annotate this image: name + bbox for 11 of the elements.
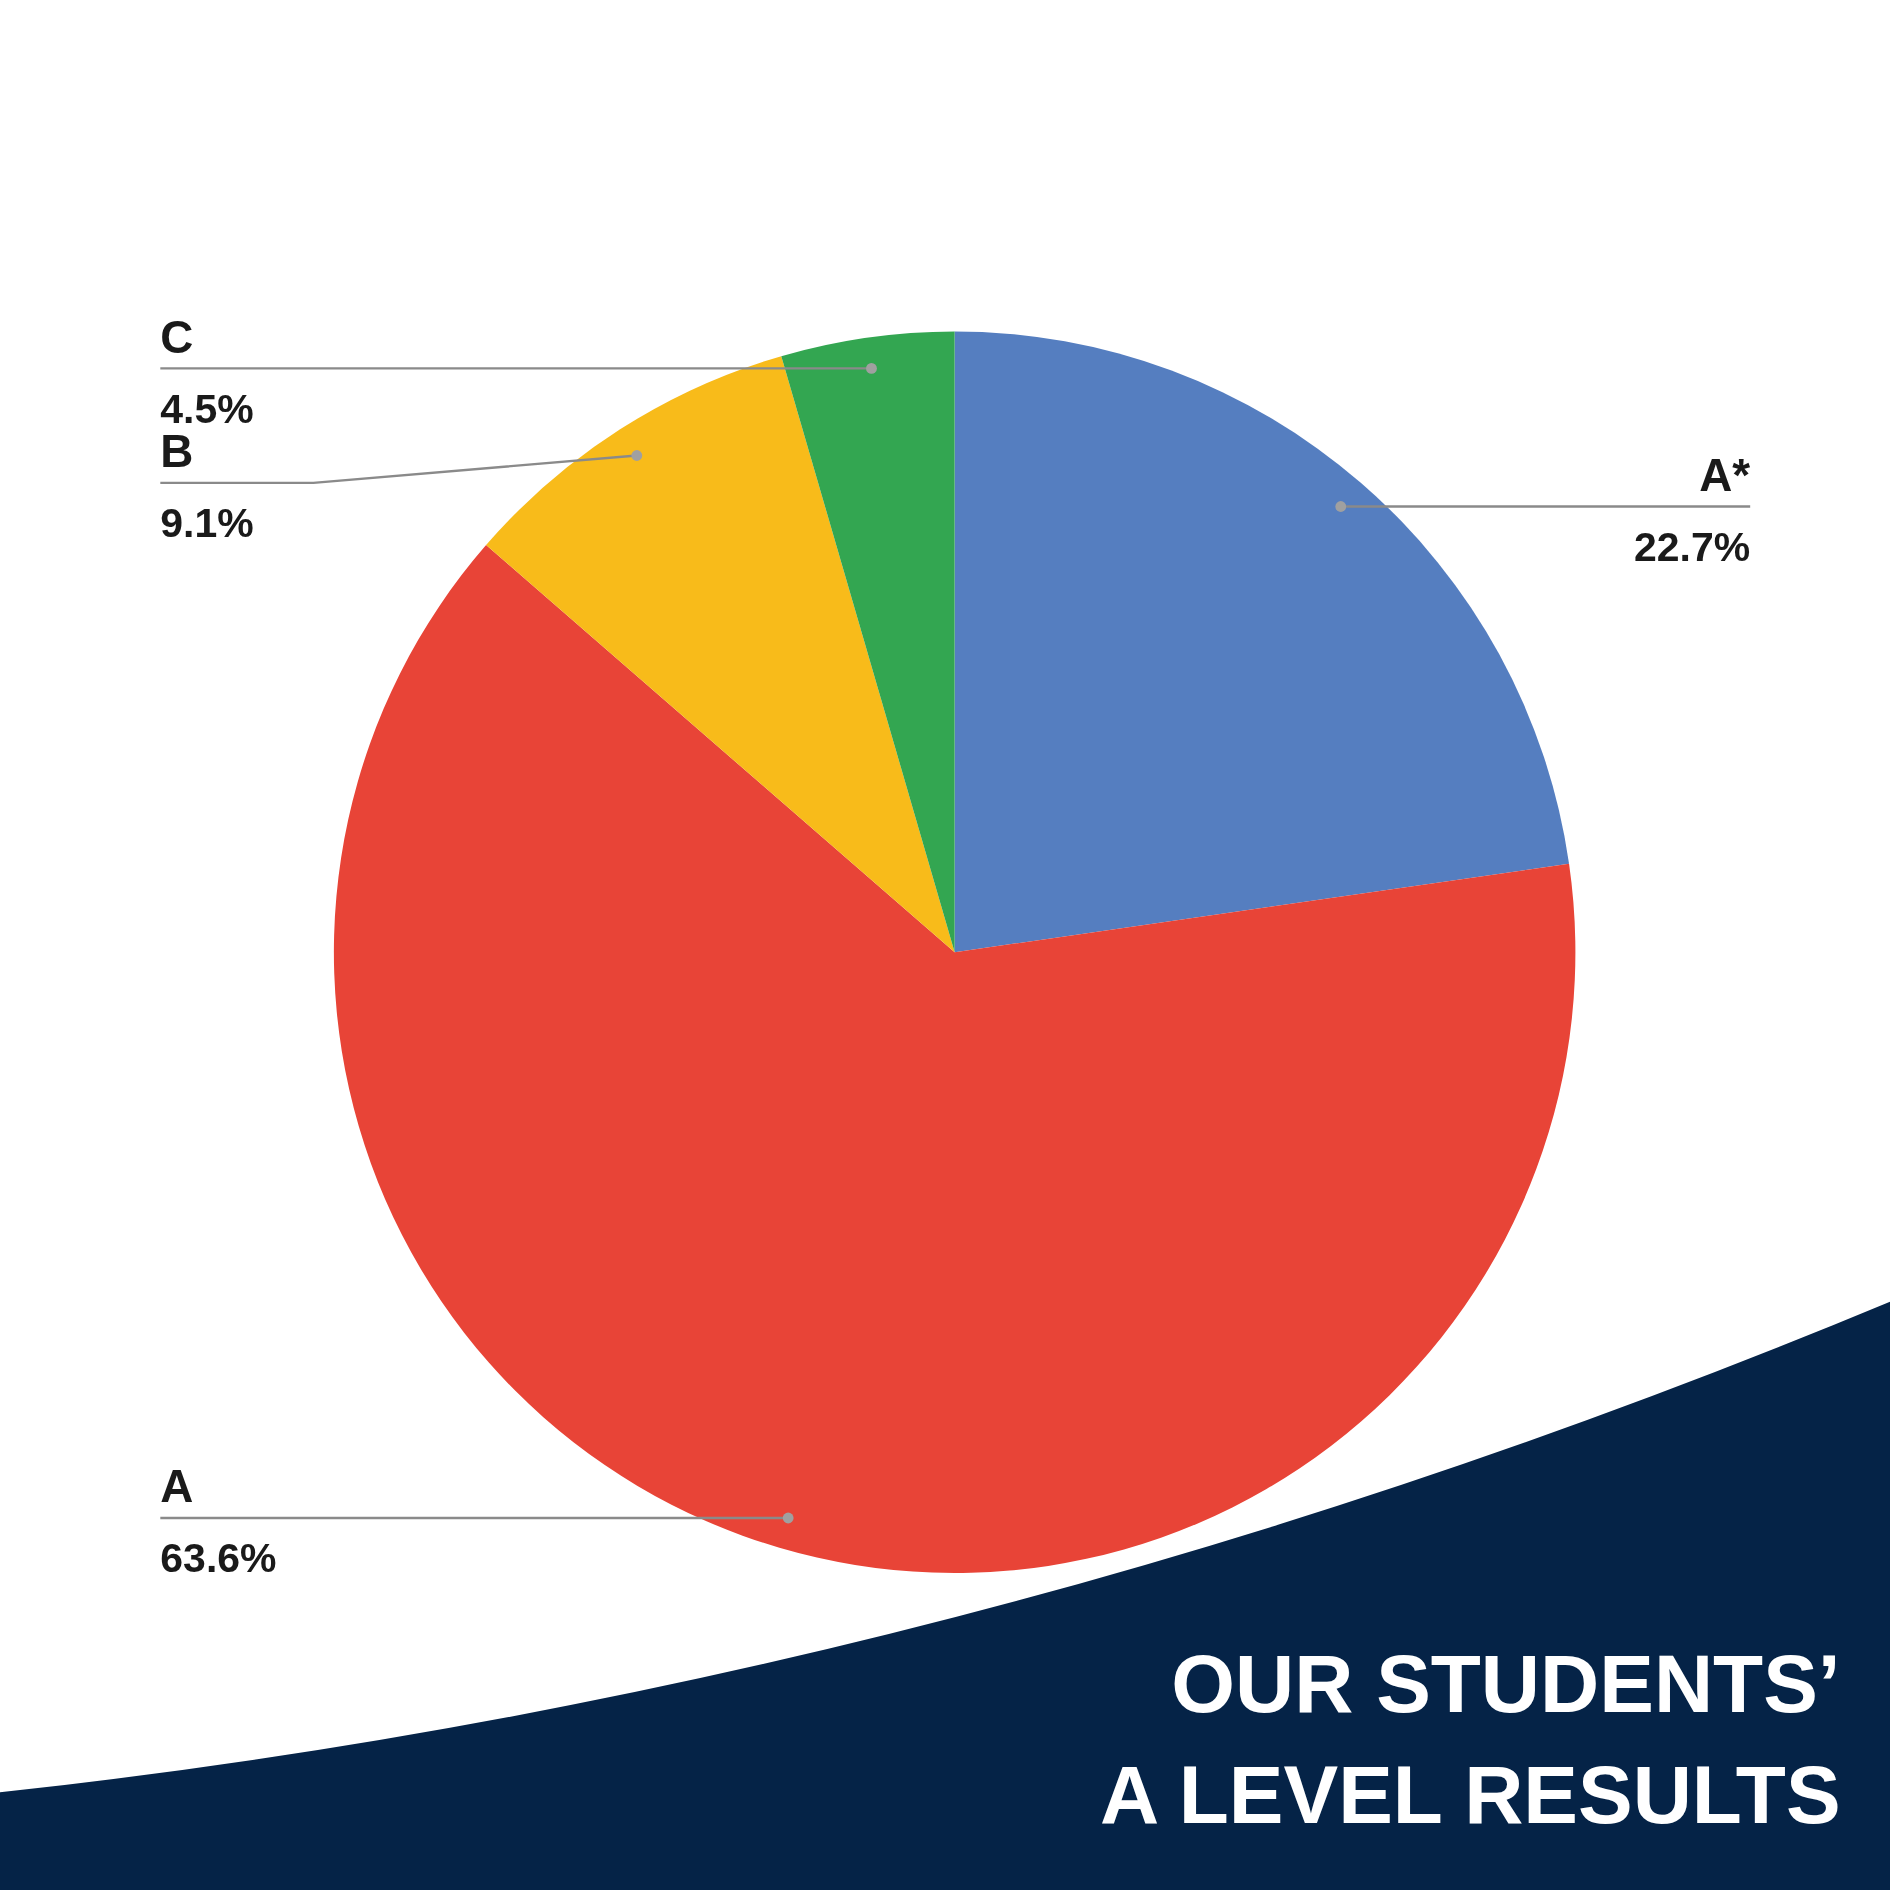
- pie-slice: [334, 545, 1576, 1573]
- data-label: 63.6%: [160, 1535, 277, 1582]
- data-label: 9.1%: [160, 500, 254, 547]
- text: OUR STUDENTS’ A LEVEL RESULTS: [1099, 1637, 1841, 1840]
- data-label: 22.7%: [1634, 523, 1751, 570]
- pie-slice: [781, 331, 955, 953]
- pie-slice: [486, 356, 955, 953]
- slice-label: C: [160, 311, 194, 363]
- slice-label: A*: [1699, 449, 1751, 501]
- slice-label: A: [160, 1461, 194, 1513]
- pie-slice: [954, 331, 1570, 953]
